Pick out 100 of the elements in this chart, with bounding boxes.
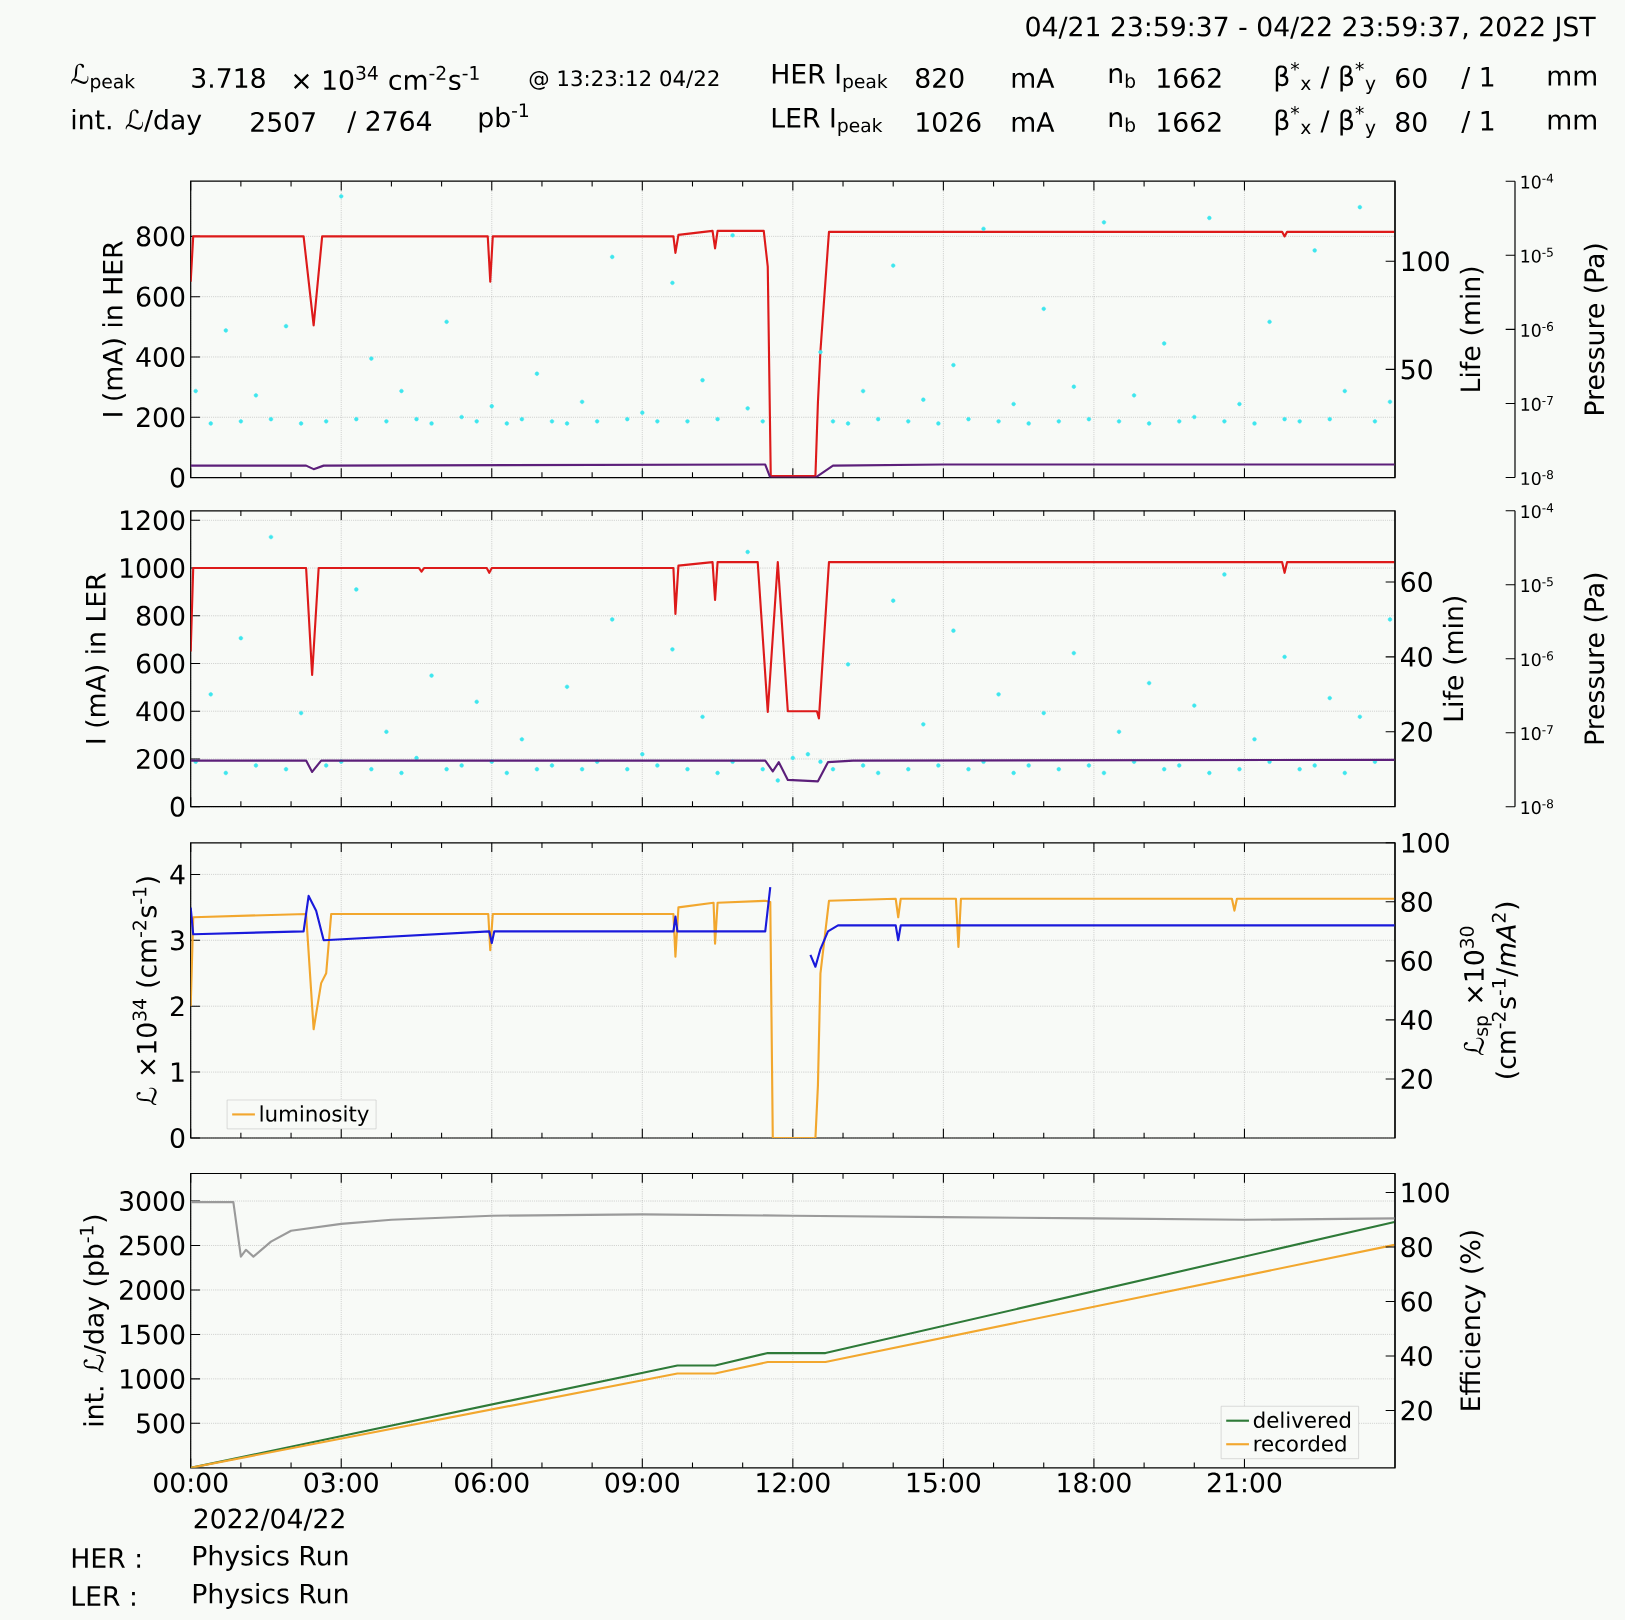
y2-tick-label: 100 bbox=[1402, 251, 1449, 272]
text: int. ℒ/day bbox=[72, 109, 202, 135]
text: Physics Run bbox=[193, 1583, 348, 1609]
text: n$_{b}$ bbox=[1109, 68, 1136, 88]
text: / 1 bbox=[1461, 67, 1494, 89]
y-tick-label: 2000 bbox=[120, 1279, 185, 1301]
y-tick-label: 1000 bbox=[121, 1368, 185, 1389]
text: LER : bbox=[72, 1586, 135, 1606]
x-tick-label: 00:00 bbox=[154, 1472, 228, 1493]
y3-tick-label: 10$^{-6}$ bbox=[1521, 321, 1554, 337]
text: 60 bbox=[1396, 67, 1427, 89]
text: 04/21 23:59:37 - 04/22 23:59:37, 2022 JST bbox=[1026, 16, 1596, 42]
y-axis-title: int. ℒ/day (pb$^{-1}$) bbox=[79, 1215, 109, 1426]
y2-tick-label: 100 bbox=[1402, 832, 1449, 853]
text: β$^{*}$$_{x}$ / β$^{*}$y bbox=[1275, 106, 1376, 138]
y3-tick-label: 10$^{-7}$ bbox=[1521, 725, 1553, 741]
y2-tick-label: 40 bbox=[1401, 646, 1432, 667]
text: β$^{*}$$_{x}$ / β$^{*}$y bbox=[1275, 62, 1376, 94]
y-tick-label: 0 bbox=[170, 467, 185, 488]
y-tick-label: 2500 bbox=[120, 1235, 185, 1256]
y3-tick-label: 10$^{-4}$ bbox=[1521, 503, 1554, 519]
y2-axis-title: Efficiency (%) bbox=[1459, 1231, 1486, 1410]
text: 1662 bbox=[1158, 67, 1221, 89]
text: ℒ$_{peak}$ bbox=[71, 63, 136, 93]
x-tick-label: 12:00 bbox=[757, 1472, 830, 1493]
y2-tick-label: 20 bbox=[1401, 1400, 1432, 1421]
x-tick-label: 06:00 bbox=[455, 1472, 529, 1493]
text: × 10$^{34}$ cm$^{-2}$s$^{-1}$ bbox=[293, 65, 479, 91]
text: 1026 bbox=[917, 111, 981, 133]
y-axis-title: ℒ ×10$^{34}$ (cm$^{-2}$s$^{-1}$) bbox=[132, 877, 160, 1105]
text: / 1 bbox=[1461, 111, 1494, 133]
y2-tick-label: 20 bbox=[1401, 1068, 1432, 1090]
y2-tick-label: 50 bbox=[1401, 359, 1432, 380]
y2-tick-label: 80 bbox=[1401, 1236, 1432, 1258]
y-tick-label: 600 bbox=[136, 286, 185, 307]
y-tick-label: 0 bbox=[170, 1127, 185, 1149]
x-tick-label: 15:00 bbox=[907, 1472, 981, 1493]
y-tick-label: 600 bbox=[136, 653, 185, 674]
y-axis-title: I (mA) in LER bbox=[85, 573, 109, 743]
y3-tick-label: 10$^{-8}$ bbox=[1521, 470, 1554, 486]
text: 820 bbox=[916, 67, 964, 89]
text: 1662 bbox=[1158, 111, 1221, 133]
y-tick-label: 0 bbox=[170, 796, 185, 817]
text: 2507 bbox=[251, 111, 315, 133]
y-tick-label: 800 bbox=[136, 226, 185, 247]
legend-label: luminosity bbox=[260, 1105, 369, 1126]
y-tick-label: 1200 bbox=[121, 510, 185, 531]
y3-tick-label: 10$^{-8}$ bbox=[1521, 799, 1554, 815]
text: 3.718 bbox=[192, 67, 265, 89]
text: LER I$_{peak}$ bbox=[772, 108, 883, 136]
x-tick-label: 21:00 bbox=[1207, 1472, 1282, 1493]
y2-tick-label: 80 bbox=[1401, 891, 1432, 912]
y-tick-label: 500 bbox=[137, 1413, 185, 1434]
y2-tick-label: 40 bbox=[1401, 1345, 1432, 1367]
y2-tick-label: 60 bbox=[1401, 571, 1432, 593]
x-tick-label: 09:00 bbox=[605, 1472, 679, 1493]
y-axis-title: I (mA) in HER bbox=[102, 241, 126, 416]
y3-tick-label: 10$^{-6}$ bbox=[1521, 651, 1554, 667]
y2-axis-title: Life (min) bbox=[1459, 267, 1484, 391]
y-tick-label: 2 bbox=[170, 996, 184, 1017]
y3-tick-label: 10$^{-4}$ bbox=[1521, 173, 1554, 189]
x-axis-title: 2022/04/22 bbox=[194, 1508, 344, 1531]
y3-axis-title: Pressure (Pa) bbox=[1583, 244, 1608, 414]
text: HER I$_{peak}$ bbox=[772, 64, 888, 92]
y3-tick-label: 10$^{-7}$ bbox=[1521, 396, 1553, 411]
y-tick-label: 3000 bbox=[120, 1190, 185, 1212]
y2-tick-label: 60 bbox=[1401, 950, 1432, 971]
y-tick-label: 1000 bbox=[121, 557, 185, 579]
text: mA bbox=[1012, 68, 1055, 88]
y3-axis-title: Pressure (Pa) bbox=[1583, 573, 1608, 744]
text: mm bbox=[1548, 70, 1596, 86]
text: pb$^{-1}$ bbox=[479, 103, 529, 133]
text: / 2764 bbox=[347, 110, 432, 134]
y-tick-label: 4 bbox=[170, 864, 185, 885]
x-tick-label: 18:00 bbox=[1058, 1472, 1131, 1493]
y2-tick-label: 60 bbox=[1401, 1291, 1432, 1312]
y-tick-label: 800 bbox=[136, 605, 185, 626]
y-tick-label: 1500 bbox=[121, 1324, 185, 1345]
text: mA bbox=[1012, 112, 1055, 132]
y2-tick-label: 100 bbox=[1402, 1182, 1449, 1203]
y-tick-label: 3 bbox=[171, 930, 184, 951]
y-tick-label: 200 bbox=[137, 407, 185, 428]
text: @ 13:23:12 04/22 bbox=[529, 70, 719, 90]
x-tick-label: 03:00 bbox=[304, 1472, 378, 1493]
y3-tick-label: 10$^{-5}$ bbox=[1521, 247, 1553, 263]
y-tick-label: 1 bbox=[171, 1062, 184, 1082]
text: n$_{b}$ bbox=[1109, 112, 1136, 132]
y-tick-label: 200 bbox=[137, 748, 185, 770]
legend-label: recorded bbox=[1254, 1435, 1346, 1452]
y2-tick-label: 40 bbox=[1401, 1009, 1432, 1030]
text: Physics Run bbox=[193, 1545, 348, 1571]
y2-tick-label: 20 bbox=[1401, 721, 1432, 742]
y3-tick-label: 10$^{-5}$ bbox=[1521, 577, 1553, 593]
y-tick-label: 400 bbox=[136, 346, 185, 368]
text: mm bbox=[1548, 114, 1596, 130]
legend-label: delivered bbox=[1253, 1411, 1351, 1429]
text: HER : bbox=[72, 1548, 141, 1568]
y-tick-label: 400 bbox=[136, 701, 185, 722]
y2-axis-title: Life (min) bbox=[1442, 597, 1467, 721]
text: 80 bbox=[1396, 111, 1427, 133]
